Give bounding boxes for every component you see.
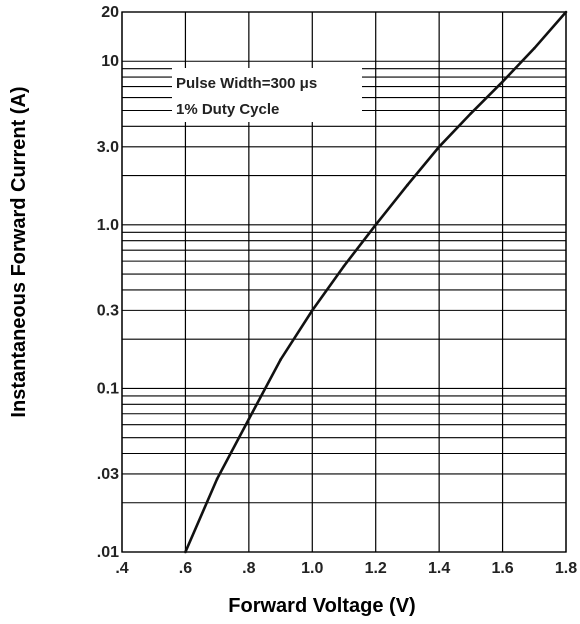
data-point [564,10,568,14]
x-tick-label: .8 [242,560,255,577]
y-tick-label: 1.0 [97,217,119,234]
data-point [406,183,409,187]
y-tick-label: 10 [101,53,119,70]
data-point [215,477,219,481]
x-tick-label: 1.8 [555,560,577,577]
y-axis-title: Instantaneous Forward Current (A) [8,86,30,417]
x-axis-title: Forward Voltage (V) [228,595,415,617]
data-point [469,112,473,115]
data-point [279,358,282,361]
data-point [532,46,536,50]
y-tick-label: 0.3 [97,302,119,319]
y-tick-label: 0.1 [97,380,119,397]
x-tick-label: 1.4 [428,560,450,577]
annotation-duty-cycle: 1% Duty Cycle [176,101,279,118]
x-tick-label: .4 [115,560,128,577]
plot-frame [121,11,567,553]
tick-labels: .4 .6 .8 1.0 1.2 1.4 1.6 1.8 .01 .03 0.1 0.3 1.0 3.0 1… [97,4,577,577]
x-tick-label: 1.2 [365,560,387,577]
y-tick-label: 20 [101,4,119,21]
annotation-background [172,68,362,122]
x-tick-label: 1.0 [301,560,323,577]
y-tick-label: .03 [97,466,119,483]
data-point [501,80,504,83]
data-point [437,145,441,149]
data-point [247,417,251,421]
data-point [184,550,187,554]
annotation-box: Pulse Width=300 μs 1% Duty Cycle [172,68,362,122]
data-point [310,309,314,312]
x-tick-label: .6 [179,560,192,577]
data-point [342,264,346,268]
y-tick-label: 3.0 [97,139,119,156]
y-tick-label: .01 [97,544,119,561]
x-tick-label: 1.6 [491,560,513,577]
series-points [184,10,568,554]
annotation-pulse-width: Pulse Width=300 μs [176,75,317,92]
data-point [374,223,378,227]
